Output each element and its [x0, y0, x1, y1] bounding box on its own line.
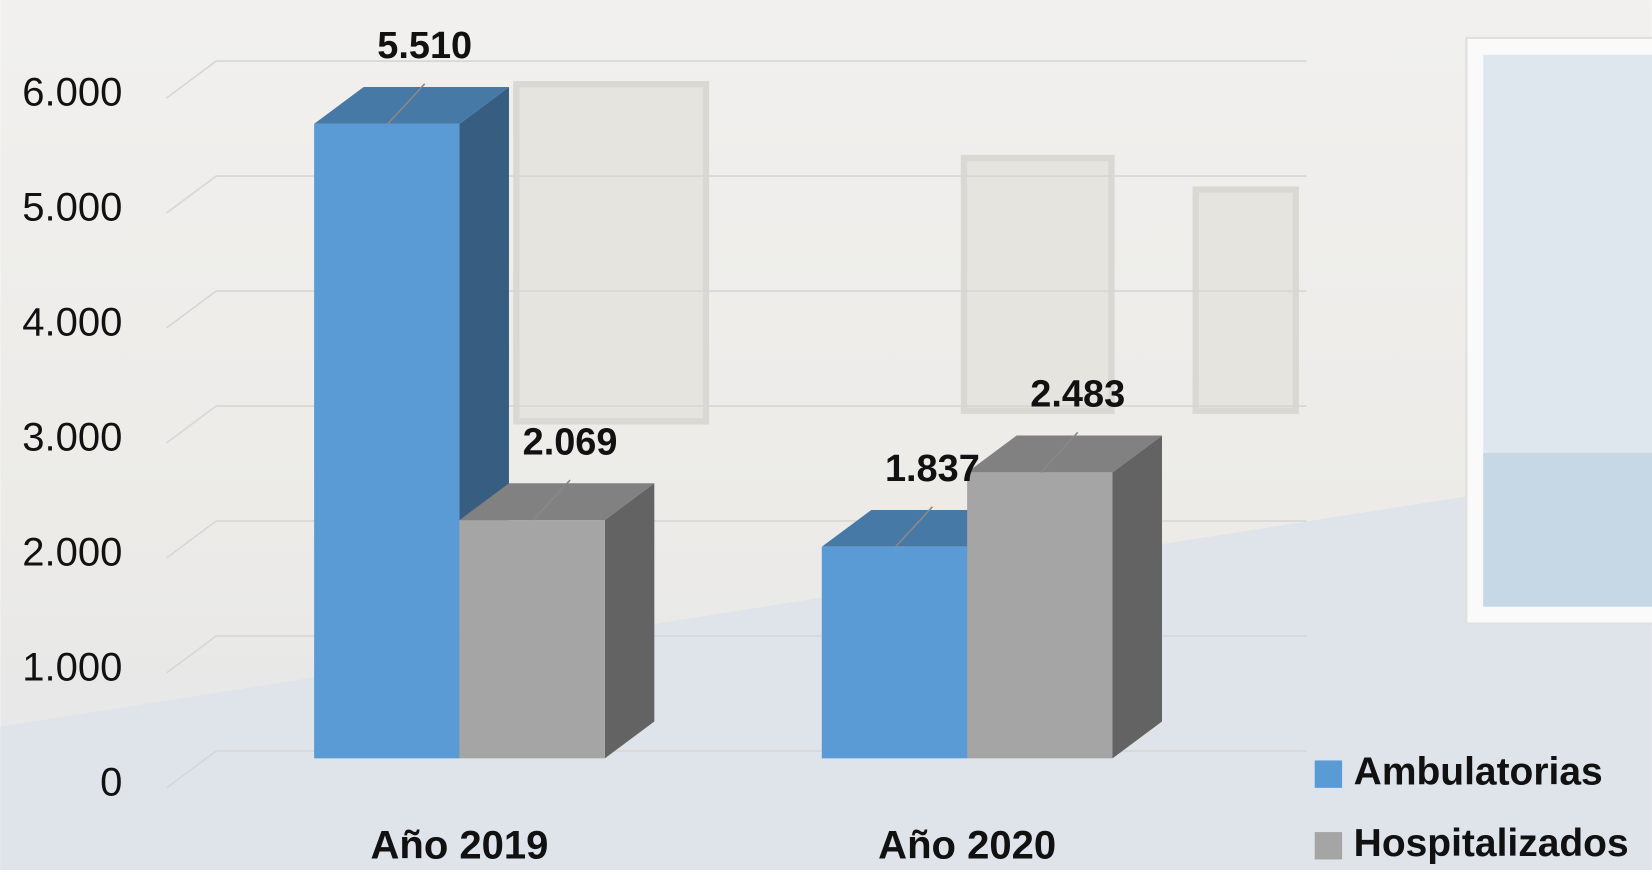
legend-swatch: [1314, 760, 1343, 788]
y-tick-label: 2.000: [22, 530, 122, 574]
value-label: 1.837: [885, 448, 980, 490]
bar: [459, 483, 655, 759]
y-tick-label: 0: [100, 760, 122, 804]
y-tick-label: 5.000: [22, 185, 122, 229]
bar-face: [314, 123, 460, 759]
bar-face: [1112, 435, 1162, 759]
bar-face: [821, 546, 968, 759]
leader-line: [894, 506, 933, 548]
legend-swatch: [1314, 832, 1343, 860]
value-label: 2.069: [523, 421, 618, 463]
bar-face: [967, 435, 1162, 473]
y-tick-label: 4.000: [22, 300, 122, 344]
legend-label: Hospitalizados: [1354, 822, 1629, 865]
bar: [314, 86, 509, 759]
grid-line: [166, 405, 1307, 444]
legend-label: Ambulatorias: [1354, 750, 1603, 793]
bar-face: [604, 483, 655, 759]
y-tick-label: 6.000: [22, 70, 122, 114]
bar-face: [459, 520, 605, 759]
bar-face: [314, 86, 509, 124]
grid-line: [166, 290, 1307, 329]
value-label: 5.510: [377, 25, 472, 67]
bar-face: [967, 472, 1113, 759]
bar: [967, 435, 1162, 759]
x-tick-label: Año 2020: [878, 823, 1056, 867]
leader-line: [532, 479, 571, 521]
bar-face: [459, 483, 655, 521]
leader-line: [1040, 431, 1079, 473]
x-tick-label: Año 2019: [371, 823, 549, 867]
grid-line: [166, 60, 1307, 99]
value-label: 2.483: [1030, 374, 1125, 416]
y-tick-label: 3.000: [22, 415, 122, 459]
grid-line: [166, 175, 1307, 214]
y-tick-label: 1.000: [22, 645, 122, 689]
leader-line: [387, 83, 426, 125]
